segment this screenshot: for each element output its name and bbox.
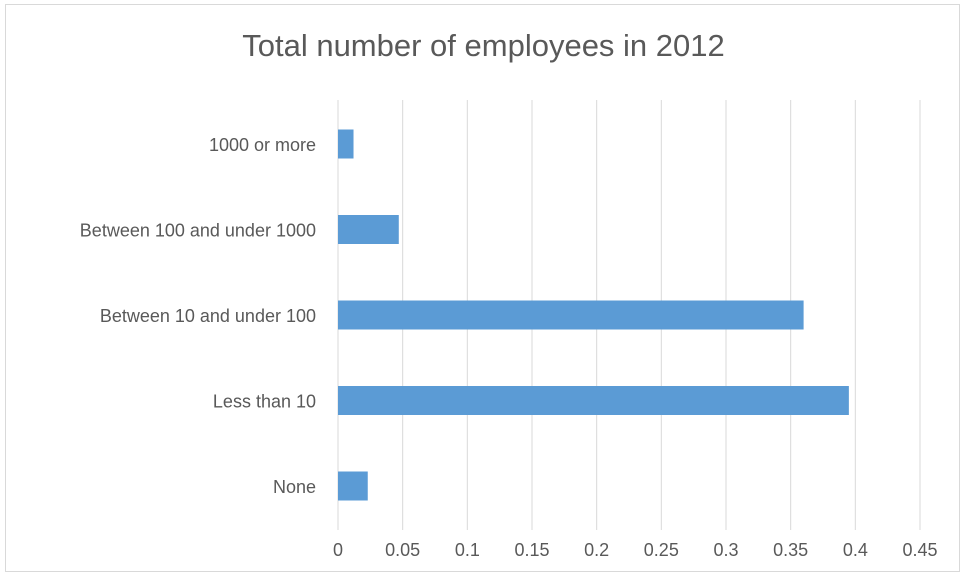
- x-tick-label: 0.1: [455, 540, 480, 560]
- category-label: Between 100 and under 1000: [80, 221, 316, 241]
- x-tick-label: 0.05: [385, 540, 420, 560]
- x-tick-label: 0.4: [843, 540, 868, 560]
- x-tick-label: 0.2: [584, 540, 609, 560]
- x-tick-label: 0.3: [713, 540, 738, 560]
- bar: [338, 129, 354, 159]
- bar: [338, 300, 804, 330]
- bar: [338, 386, 849, 415]
- x-tick-label: 0.15: [514, 540, 549, 560]
- chart-area: [5, 4, 960, 572]
- category-label: None: [273, 477, 316, 497]
- category-label: 1000 or more: [209, 135, 316, 155]
- x-tick-label: 0.45: [902, 540, 937, 560]
- category-label: Between 10 and under 100: [100, 306, 316, 326]
- category-label: Less than 10: [213, 392, 316, 412]
- bar: [338, 215, 399, 244]
- bar: [338, 471, 368, 501]
- x-tick-label: 0.25: [644, 540, 679, 560]
- x-tick-label: 0: [333, 540, 343, 560]
- chart-title: Total number of employees in 2012: [242, 28, 725, 63]
- x-tick-label: 0.35: [773, 540, 808, 560]
